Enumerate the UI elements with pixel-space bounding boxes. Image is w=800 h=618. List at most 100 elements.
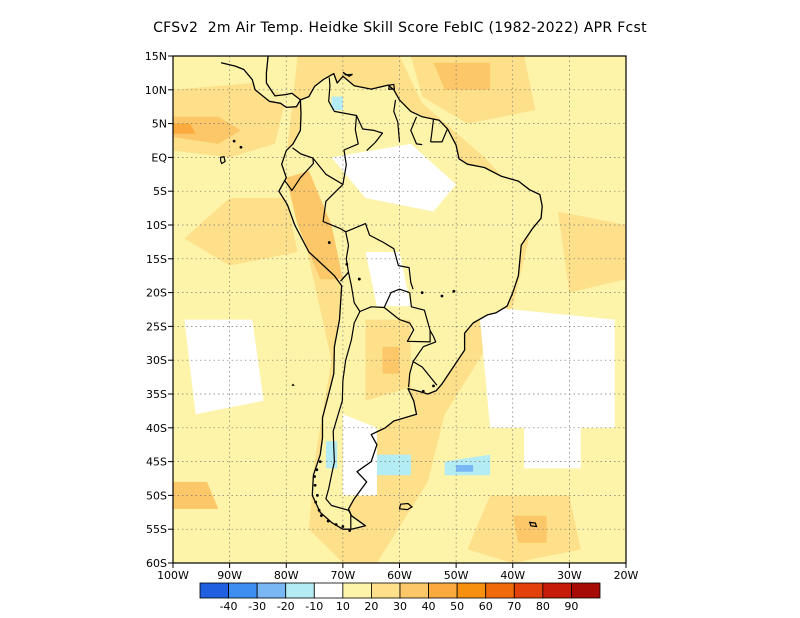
colorbar-swatch xyxy=(399,582,429,599)
patch-atlantic-neg-45s xyxy=(376,454,411,476)
lon-tick-label: 30W xyxy=(557,569,582,582)
island-outline xyxy=(342,71,353,78)
region-ocean-white-south-atlantic xyxy=(478,306,615,428)
lat-tick-label: 35S xyxy=(146,388,167,401)
island-outline xyxy=(398,502,414,511)
coastline-central-america xyxy=(220,56,302,109)
lon-tick-label: 50W xyxy=(444,569,469,582)
colorbar-swatch xyxy=(285,582,315,599)
island-speck xyxy=(341,525,345,528)
island-speck xyxy=(420,291,424,294)
island-speck xyxy=(317,508,321,512)
land-region-venezuela-neg xyxy=(331,96,343,111)
land-region-andes-peru xyxy=(286,170,343,280)
island-speck xyxy=(327,241,331,244)
lon-tick-label: 80W xyxy=(274,569,299,582)
country-border xyxy=(410,116,423,146)
island-speck xyxy=(319,514,323,518)
country-border xyxy=(383,307,431,343)
colorbar-swatch xyxy=(571,582,601,599)
island-speck xyxy=(232,139,236,143)
island-speck xyxy=(315,468,319,472)
axis-ticks: 15N 10N 5N EQ 5S 10S 15S 20S 25S 30S 35S 40S 45S 50S 5… xyxy=(145,50,639,582)
land-central-america xyxy=(221,56,301,108)
region-pacific-5n-hot xyxy=(173,123,196,134)
colorbar-swatch xyxy=(199,582,229,599)
country-border xyxy=(409,292,438,386)
island-speck xyxy=(345,262,349,266)
region-pacific-5s-10s xyxy=(184,198,298,266)
lon-tick-label: 70W xyxy=(330,569,355,582)
island-speck xyxy=(326,519,330,523)
island-speck xyxy=(440,294,444,298)
country-border xyxy=(325,311,361,530)
lat-tick-label: 15N xyxy=(145,50,167,63)
lat-tick-label: 5S xyxy=(153,185,167,198)
island-outline xyxy=(220,155,226,165)
colorbar-label: 80 xyxy=(536,600,550,613)
region-atlantic-off-brazil xyxy=(558,211,626,293)
region-ocean-white-south-pacific xyxy=(184,319,264,415)
country-border xyxy=(430,118,435,142)
lat-tick-label: 15S xyxy=(146,253,167,266)
island-speck xyxy=(314,500,318,504)
country-border xyxy=(328,77,359,185)
lat-tick-label: 40S xyxy=(146,422,167,435)
country-border xyxy=(355,115,384,152)
lat-tick-label: 45S xyxy=(146,456,167,469)
lon-tick-label: 20W xyxy=(614,569,639,582)
country-border xyxy=(284,158,314,192)
colorbar-swatch xyxy=(342,582,372,599)
colorbar-label: 90 xyxy=(564,600,578,613)
country-border xyxy=(292,147,314,159)
chart-title: CFSv2 2m Air Temp. Heidke Skill Score Fe… xyxy=(153,20,647,36)
colorbar-label: -10 xyxy=(305,600,323,613)
colorbar-label: 40 xyxy=(422,600,436,613)
land-region-amazon-white xyxy=(331,143,457,212)
region-ocean-east-pacific xyxy=(173,56,343,563)
land-region-patagonia-neg xyxy=(325,441,338,469)
island-outline xyxy=(388,83,396,90)
coastline-south-america xyxy=(278,72,543,530)
skill-score-field xyxy=(173,56,626,563)
lat-tick-label: 50S xyxy=(146,489,167,502)
island-speck xyxy=(313,483,317,487)
island-speck xyxy=(421,389,425,393)
island-speck xyxy=(432,384,435,388)
gridlines xyxy=(173,56,626,563)
lat-tick-label: EQ xyxy=(151,151,167,164)
colorbar-swatch xyxy=(313,582,344,599)
colorbar-label: 70 xyxy=(507,600,521,613)
colorbar-swatch xyxy=(513,582,544,599)
colorbar-swatch xyxy=(485,582,515,599)
colorbar-label: 20 xyxy=(364,600,378,613)
country-border xyxy=(408,361,414,388)
lon-tick-label: 100W xyxy=(157,569,189,582)
island-speck xyxy=(452,289,456,293)
coastlines xyxy=(220,56,543,532)
country-border xyxy=(347,272,410,313)
colorbar-swatch xyxy=(228,582,258,599)
colorbar-swatch xyxy=(428,582,458,599)
colorbar-swatch xyxy=(456,582,487,599)
island-speck xyxy=(313,475,316,478)
colorbar-label: 60 xyxy=(479,600,493,613)
land-region-argentina-core xyxy=(382,346,400,374)
patch-atlantic-neg-46s-core xyxy=(456,465,474,472)
colorbar-label: -30 xyxy=(248,600,266,613)
colorbar-swatch xyxy=(542,582,572,599)
colorbar-label: 30 xyxy=(393,600,407,613)
colorbar-swatch xyxy=(256,582,287,599)
lat-tick-label: 25S xyxy=(146,320,167,333)
lat-tick-label: 20S xyxy=(146,287,167,300)
colorbar-label: 10 xyxy=(336,600,350,613)
lat-tick-label: 30S xyxy=(146,354,167,367)
colorbar-label: 50 xyxy=(450,600,464,613)
island-speck xyxy=(357,277,361,281)
colorbar: -40 -30 -20 -10 10 20 30 40 50 60 70 80 90 xyxy=(199,582,601,613)
map-plot-area xyxy=(172,55,627,564)
country-border xyxy=(393,99,401,142)
island-outline xyxy=(291,383,295,386)
lon-tick-label: 60W xyxy=(387,569,412,582)
